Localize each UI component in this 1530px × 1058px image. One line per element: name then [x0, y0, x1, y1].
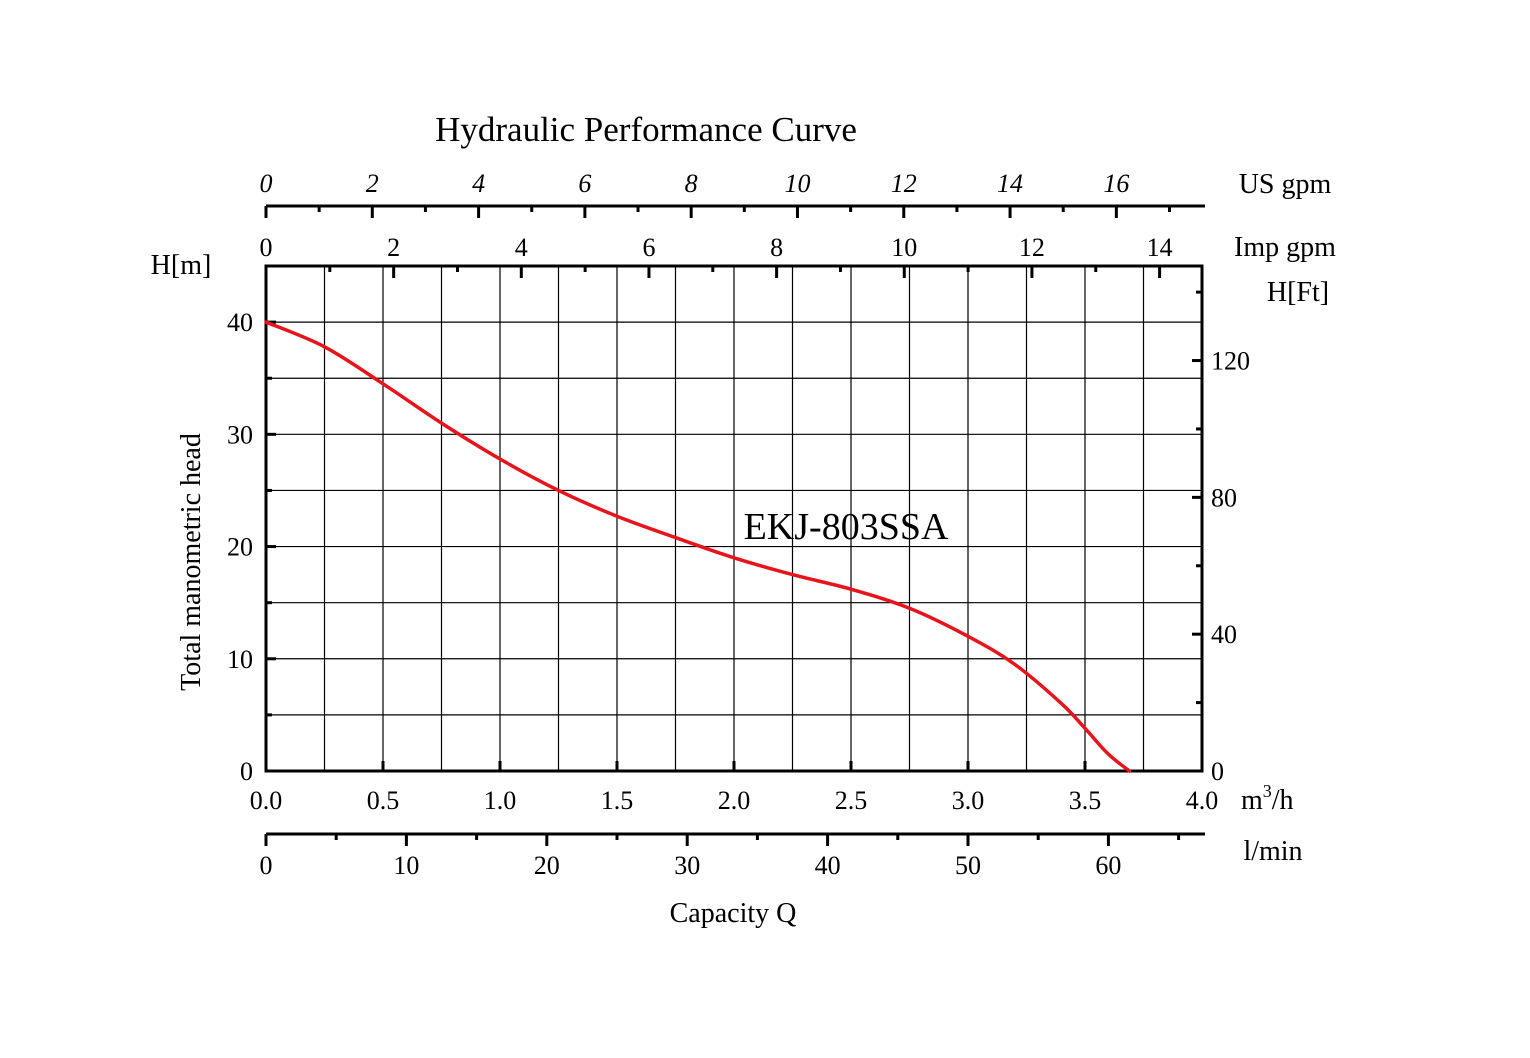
lmin-tick-label: 50 — [955, 851, 981, 880]
us-tick-label: 0 — [260, 169, 273, 198]
lmin-tick-label: 20 — [534, 851, 560, 880]
lmin-tick-label: 30 — [674, 851, 700, 880]
right-tick-label: 40 — [1211, 620, 1237, 649]
us-tick-label: 2 — [366, 169, 379, 198]
series-label: EKJ-803SSA — [744, 506, 949, 548]
y-axis-title: Total manometric head — [176, 433, 207, 691]
us-tick-label: 6 — [578, 169, 591, 198]
us-gpm-unit: US gpm — [1239, 169, 1332, 200]
imp-tick-label: 6 — [642, 233, 655, 262]
us-tick-label: 4 — [472, 169, 485, 198]
bottom-tick-label: 3.5 — [1069, 786, 1102, 815]
us-tick-label: 10 — [784, 169, 810, 198]
left-tick-label: 30 — [227, 420, 253, 449]
lmin-tick-label: 0 — [260, 851, 273, 880]
left-tick-label: 40 — [227, 308, 253, 337]
bottom-tick-label: 4.0 — [1186, 786, 1219, 815]
right-tick-label: 0 — [1211, 757, 1224, 786]
lmin-tick-label: 40 — [815, 851, 841, 880]
axis-ticks — [264, 206, 1204, 846]
bottom-tick-label: 0.5 — [367, 786, 400, 815]
bottom-tick-label: 1.0 — [484, 786, 517, 815]
grid-lines — [266, 266, 1202, 771]
us-tick-label: 8 — [685, 169, 698, 198]
lmin-axis-unit: l/min — [1243, 836, 1302, 867]
bottom-tick-label: 2.5 — [835, 786, 868, 815]
right-tick-label: 120 — [1211, 347, 1250, 376]
us-tick-label: 14 — [997, 169, 1023, 198]
us-tick-label: 16 — [1103, 169, 1129, 198]
bottom-tick-label: 3.0 — [952, 786, 985, 815]
imp-tick-label: 0 — [260, 233, 273, 262]
bottom-tick-label: 1.5 — [601, 786, 634, 815]
imp-gpm-unit: Imp gpm — [1234, 232, 1336, 263]
right-axis-unit: H[Ft] — [1267, 277, 1329, 308]
imp-tick-label: 12 — [1019, 233, 1045, 262]
x-axis-title: Capacity Q — [670, 898, 797, 929]
lmin-tick-label: 10 — [393, 851, 419, 880]
tick-labels: 0.0 0.5 1.0 1.5 2.0 2.5 3.0 3.5 4.00102030400408… — [227, 169, 1250, 880]
left-axis-unit: H[m] — [151, 250, 212, 281]
series-line-ekj-803ssa — [264, 320, 1132, 773]
imp-tick-label: 10 — [891, 233, 917, 262]
bottom-tick-label: 0.0 — [250, 786, 283, 815]
chart-title: Hydraulic Performance Curve — [435, 110, 857, 149]
imp-tick-label: 4 — [515, 233, 528, 262]
right-tick-label: 80 — [1211, 483, 1237, 512]
left-tick-label: 10 — [227, 645, 253, 674]
left-tick-label: 0 — [240, 757, 253, 786]
bottom-tick-label: 2.0 — [718, 786, 751, 815]
bottom-axis-unit: m3/h — [1241, 781, 1294, 816]
left-tick-label: 20 — [227, 533, 253, 562]
imp-tick-label: 2 — [387, 233, 400, 262]
imp-tick-label: 8 — [770, 233, 783, 262]
us-tick-label: 12 — [891, 169, 917, 198]
lmin-tick-label: 60 — [1095, 851, 1121, 880]
imp-tick-label: 14 — [1147, 233, 1173, 262]
